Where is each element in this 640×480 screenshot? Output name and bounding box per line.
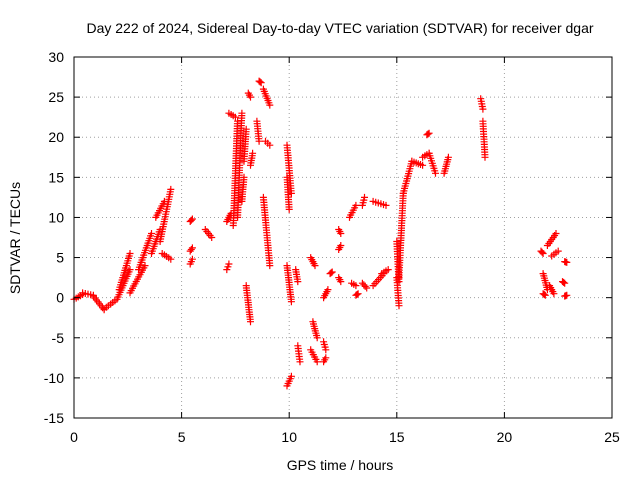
data-point-run bbox=[242, 282, 254, 326]
data-point-run bbox=[201, 226, 216, 241]
data-point-run bbox=[283, 141, 295, 197]
data-point-run bbox=[477, 95, 487, 113]
data-point-run bbox=[561, 258, 571, 266]
data-point-run bbox=[253, 117, 263, 145]
x-axis-ticks: 0 5 10 15 20 25 bbox=[70, 57, 620, 445]
data-points bbox=[70, 77, 571, 390]
y-axis-label: SDTVAR / TECUs bbox=[7, 182, 23, 294]
data-point-run bbox=[423, 129, 433, 139]
data-point-run bbox=[320, 286, 332, 302]
y-tick-label: 5 bbox=[56, 250, 64, 266]
data-point-run bbox=[307, 254, 319, 270]
data-point-run bbox=[259, 193, 274, 270]
data-point-run bbox=[156, 185, 175, 245]
data-point-run bbox=[559, 278, 569, 287]
data-point-run bbox=[358, 193, 368, 209]
data-point-run bbox=[358, 279, 371, 292]
data-point-run bbox=[537, 247, 547, 257]
y-tick-label: 30 bbox=[48, 49, 64, 65]
data-point-run bbox=[346, 201, 360, 221]
data-point-run bbox=[309, 318, 321, 342]
data-point-run bbox=[320, 354, 330, 366]
y-tick-label: 10 bbox=[48, 209, 64, 225]
grid-lines bbox=[74, 57, 612, 418]
y-tick-label: 15 bbox=[48, 169, 64, 185]
data-point-run bbox=[292, 266, 302, 286]
data-point-run bbox=[561, 291, 571, 300]
data-point-run bbox=[335, 274, 345, 286]
data-point-run bbox=[425, 149, 439, 177]
data-point-run bbox=[234, 109, 246, 221]
data-point-run bbox=[126, 262, 149, 297]
data-point-run bbox=[100, 297, 119, 313]
x-tick-label: 15 bbox=[389, 429, 405, 445]
chart-title: Day 222 of 2024, Sidereal Day-to-day VTE… bbox=[86, 20, 593, 36]
data-point-run bbox=[539, 290, 549, 299]
x-tick-label: 10 bbox=[281, 429, 297, 445]
data-point-run bbox=[369, 270, 388, 290]
y-tick-label: 0 bbox=[56, 290, 64, 306]
data-point-run bbox=[186, 244, 196, 255]
data-point-run bbox=[229, 117, 242, 229]
x-tick-label: 0 bbox=[70, 429, 78, 445]
x-tick-label: 20 bbox=[497, 429, 513, 445]
data-point-run bbox=[262, 137, 274, 149]
data-point-run bbox=[548, 247, 562, 260]
data-point-run bbox=[283, 372, 295, 390]
x-axis-label: GPS time / hours bbox=[287, 457, 394, 473]
data-point-run bbox=[186, 255, 196, 268]
y-tick-label: 20 bbox=[48, 129, 64, 145]
data-point-run bbox=[89, 292, 108, 314]
data-point-run bbox=[259, 85, 274, 109]
data-point-run bbox=[369, 197, 390, 209]
x-tick-label: 25 bbox=[604, 429, 620, 445]
data-point-run bbox=[294, 342, 304, 366]
data-point-run bbox=[440, 153, 452, 177]
data-point-run bbox=[255, 77, 265, 87]
data-point-run bbox=[348, 279, 360, 290]
data-point-run bbox=[135, 230, 155, 274]
data-point-run bbox=[240, 125, 250, 165]
data-point-run bbox=[320, 338, 330, 354]
data-point-run bbox=[326, 268, 336, 278]
data-point-run bbox=[543, 230, 560, 249]
data-point-run bbox=[225, 109, 239, 121]
plot-frame bbox=[73, 56, 613, 419]
data-point-run bbox=[223, 260, 233, 274]
x-tick-label: 5 bbox=[178, 429, 186, 445]
data-point-run bbox=[283, 262, 295, 306]
y-tick-label: -10 bbox=[44, 370, 64, 386]
data-point-run bbox=[546, 282, 558, 298]
y-tick-label: 25 bbox=[48, 89, 64, 105]
y-axis-ticks: -15 -10 -5 0 5 10 15 20 25 30 bbox=[44, 49, 612, 426]
data-point-run bbox=[352, 290, 362, 299]
data-point-run bbox=[378, 266, 392, 278]
data-point-run bbox=[335, 242, 345, 253]
data-point-run bbox=[408, 157, 427, 169]
data-point-run bbox=[307, 346, 321, 366]
y-tick-label: -15 bbox=[44, 410, 64, 426]
data-point-run bbox=[238, 173, 248, 205]
data-point-run bbox=[115, 250, 134, 294]
data-point-run bbox=[186, 215, 196, 225]
data-point-run bbox=[399, 157, 416, 197]
data-point-run bbox=[283, 173, 293, 213]
data-point-run bbox=[247, 149, 257, 169]
y-tick-label: -5 bbox=[52, 330, 65, 346]
data-point-run bbox=[244, 89, 254, 101]
data-point-run bbox=[335, 226, 345, 237]
data-point-run bbox=[395, 189, 407, 282]
data-point-run bbox=[158, 250, 175, 263]
data-point-run bbox=[152, 197, 168, 221]
data-point-run bbox=[479, 117, 489, 161]
